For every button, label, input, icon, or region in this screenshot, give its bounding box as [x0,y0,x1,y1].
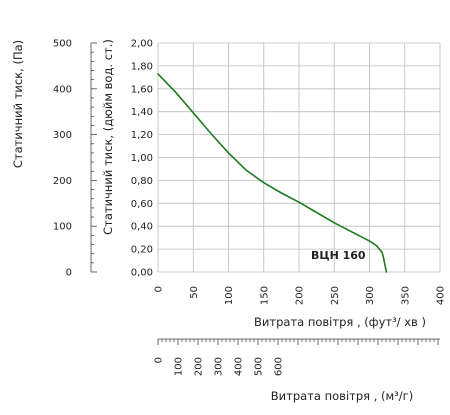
x-tick-label-m3h: 0 [154,357,165,363]
y-axis-title-inch: Статичний тиск, (дюйм вод. ст.) [101,39,115,235]
y-tick-label-inch: 2,00 [131,39,153,50]
x-axis-title: Витрата повітря , (фут³/ хв ) [254,315,426,329]
grid [157,42,441,273]
series [157,73,388,273]
y-tick-label-inch: 1,40 [131,107,153,118]
y-tick-label-inch: 0,60 [131,199,153,210]
x-tick-label: 150 [259,286,270,305]
x-tick-label-m3h: 300 [214,357,225,376]
x-tick-label-m3h: 200 [194,357,205,376]
y-axis-title-pa: Статичний тиск, (Па) [11,40,25,168]
x-tick-label-m3h: 100 [174,357,185,376]
series-label: ВЦН 160 [311,249,366,262]
y-tick-label-inch: 1,20 [131,130,153,141]
y-tick-label-inch: 1,00 [131,153,153,164]
y-tick-label-inch: 0,00 [131,268,153,279]
y-tick-label-pa: 300 [53,130,72,141]
x-tick-label-m3h: 600 [274,357,285,376]
y-tick-label-pa: 100 [53,222,72,233]
axes [90,42,440,345]
x-tick-label: 50 [189,286,200,299]
x-tick-label: 250 [330,286,341,305]
y-tick-label-inch: 1,60 [131,84,153,95]
y-tick-label-inch: 0,80 [131,176,153,187]
x-tick-label-m3h: 400 [234,357,245,376]
y-tick-label-pa: 200 [53,176,72,187]
x-tick-label: 0 [154,286,165,292]
x-tick-label: 300 [365,286,376,305]
x-tick-label: 200 [295,286,306,305]
y-tick-label-pa: 400 [53,84,72,95]
y-tick-label-inch: 0,40 [131,222,153,233]
y-tick-label-inch: 0,20 [131,245,153,256]
y-tick-label-pa: 0 [66,268,72,279]
x-axis-title-m3h: Витрата повітря , (м³/г) [271,389,413,403]
x-tick-label: 350 [400,286,411,305]
series-line [157,73,388,273]
x-tick-label-m3h: 500 [254,357,265,376]
y-tick-label-pa: 500 [53,39,72,50]
x-tick-label: 100 [224,286,235,305]
y-tick-label-inch: 1,80 [131,61,153,72]
tick-labels: 0,00 0,20 0,40 0,60 0,80 1,00 1,20 1,40 1,60 1,80… [53,39,447,377]
x-tick-label: 400 [436,286,447,305]
